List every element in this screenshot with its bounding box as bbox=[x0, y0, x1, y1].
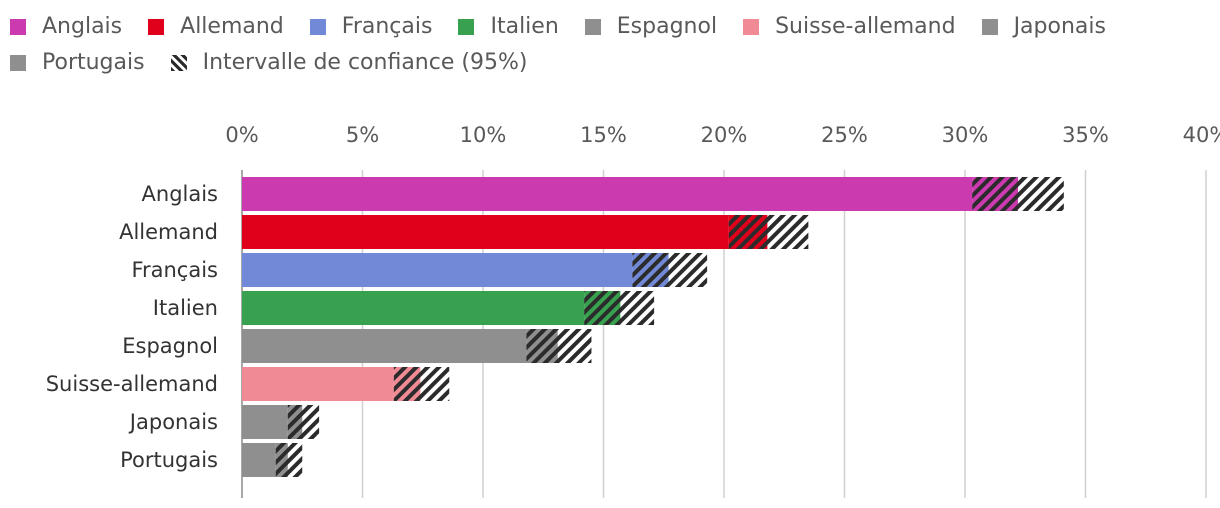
legend-swatch bbox=[743, 19, 760, 35]
confidence-interval bbox=[728, 215, 809, 249]
bar bbox=[242, 443, 276, 477]
x-tick-label: 10% bbox=[460, 123, 507, 147]
legend-label: Italien bbox=[490, 14, 559, 39]
legend-item: Japonais bbox=[981, 10, 1106, 44]
legend-label: Suisse-allemand bbox=[775, 14, 956, 39]
legend-label: Français bbox=[341, 14, 433, 39]
legend-swatch bbox=[170, 55, 187, 71]
legend-item: Portugais bbox=[10, 46, 145, 80]
x-tick-label: 15% bbox=[580, 123, 627, 147]
category-label: Portugais bbox=[120, 448, 218, 472]
bar bbox=[242, 291, 585, 325]
legend-label: Portugais bbox=[42, 50, 145, 75]
legend-label: Japonais bbox=[1013, 14, 1106, 39]
bar bbox=[242, 405, 288, 439]
x-tick-label: 35% bbox=[1062, 123, 1109, 147]
category-label: Japonais bbox=[128, 410, 218, 434]
category-label: Anglais bbox=[142, 182, 218, 206]
category-label: Italien bbox=[153, 296, 218, 320]
x-tick-label: 0% bbox=[225, 123, 258, 147]
confidence-interval bbox=[526, 329, 592, 363]
legend-item: Anglais bbox=[10, 10, 122, 44]
confidence-interval bbox=[275, 443, 303, 477]
x-tick-label: 30% bbox=[942, 123, 989, 147]
y-axis-categories: Anglais Allemand Français Italien Espagnol Su… bbox=[46, 182, 218, 472]
legend-label: Allemand bbox=[180, 14, 284, 39]
category-label: Allemand bbox=[119, 220, 218, 244]
x-tick-label: 20% bbox=[701, 123, 748, 147]
category-label: Suisse-allemand bbox=[46, 372, 218, 396]
legend-swatch bbox=[458, 19, 475, 35]
legend: Anglais Allemand Français Italien Espagnol Su… bbox=[10, 10, 1210, 82]
confidence-interval bbox=[584, 291, 655, 325]
legend-item: Intervalle de confiance (95%) bbox=[170, 46, 528, 80]
category-label: Français bbox=[131, 258, 218, 282]
category-label: Espagnol bbox=[122, 334, 218, 358]
bar bbox=[242, 253, 633, 287]
legend-item: Allemand bbox=[148, 10, 284, 44]
legend-label: Intervalle de confiance (95%) bbox=[202, 50, 528, 75]
confidence-interval bbox=[393, 367, 450, 401]
confidence-interval bbox=[632, 253, 708, 287]
legend-swatch bbox=[981, 19, 998, 35]
bar bbox=[242, 367, 394, 401]
bar bbox=[242, 177, 973, 211]
legend-item: Français bbox=[309, 10, 433, 44]
legend-swatch bbox=[10, 55, 26, 71]
legend-swatch bbox=[10, 19, 26, 35]
legend-label: Anglais bbox=[42, 14, 123, 39]
legend-swatch bbox=[584, 19, 601, 35]
bar bbox=[242, 329, 527, 363]
x-tick-label: 40% bbox=[1183, 123, 1220, 147]
confidence-interval bbox=[287, 405, 320, 439]
x-axis-ticks: 0% 5% 10% 15% 20% 25% 30% 35% 40% bbox=[225, 123, 1220, 147]
x-tick-label: 25% bbox=[821, 123, 868, 147]
legend-swatch bbox=[309, 19, 326, 35]
legend-item: Italien bbox=[458, 10, 559, 44]
confidence-interval bbox=[972, 177, 1064, 211]
legend-label: Espagnol bbox=[616, 14, 718, 39]
legend-item: Espagnol bbox=[584, 10, 718, 44]
legend-swatch bbox=[148, 19, 165, 35]
x-tick-label: 5% bbox=[346, 123, 379, 147]
bar bbox=[242, 215, 729, 249]
bars bbox=[242, 177, 1064, 477]
legend-item: Suisse-allemand bbox=[743, 10, 956, 44]
